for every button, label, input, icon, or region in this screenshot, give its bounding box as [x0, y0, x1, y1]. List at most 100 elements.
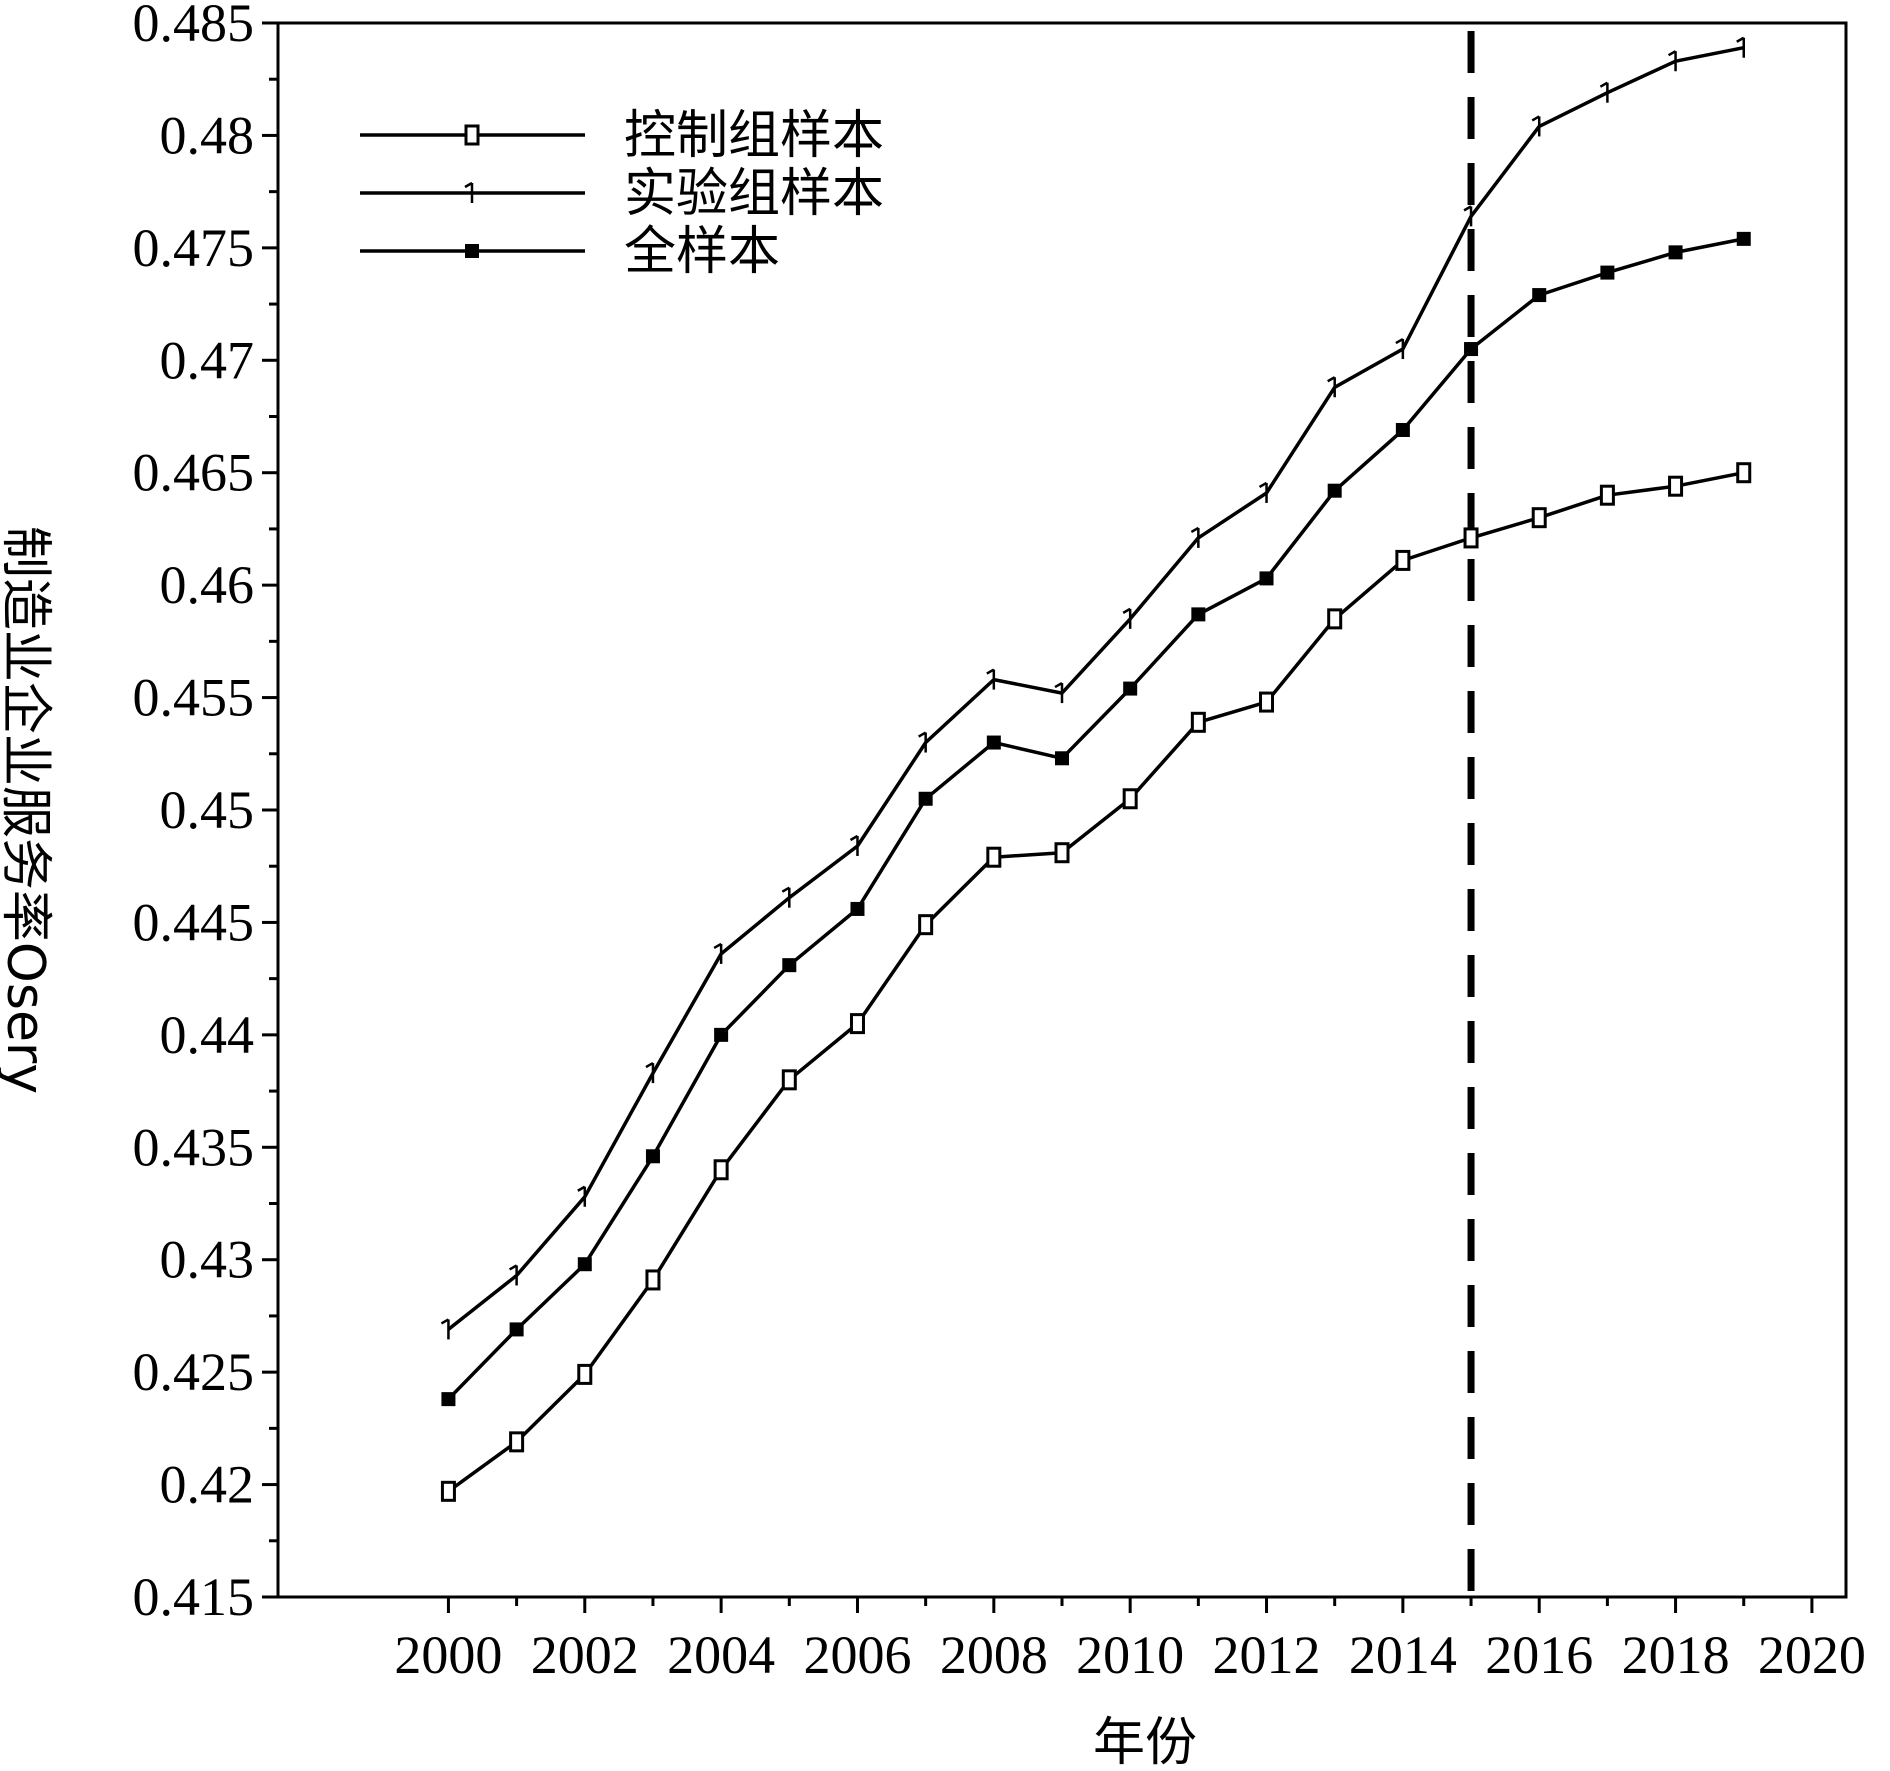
data-point-flag [440, 1318, 450, 1325]
data-point [1531, 115, 1541, 137]
series-markers [440, 36, 1752, 1502]
x-tick-label: 2006 [803, 1625, 911, 1685]
data-point [645, 1149, 660, 1164]
x-axis: 2000 2002 2004 2006 2008 2010 2012 2014 2016 2018… [394, 1597, 1866, 1685]
x-tick-label: 2000 [394, 1625, 502, 1685]
data-point [1054, 681, 1064, 704]
series-line-3 [447, 237, 1745, 1401]
data-point-flag [1736, 36, 1745, 43]
x-tick-label: 2014 [1349, 1625, 1457, 1685]
y-tick-label: 0.45 [160, 780, 255, 840]
data-point [1599, 484, 1615, 506]
data-point [714, 1027, 729, 1042]
y-tick-label: 0.44 [160, 1005, 255, 1065]
data-point [918, 791, 933, 806]
y-tick-label: 0.46 [160, 555, 255, 615]
data-point [1736, 231, 1751, 246]
data-point [1667, 50, 1677, 72]
data-point [1531, 507, 1547, 529]
legend-label: 控制组样本 [624, 106, 884, 166]
x-tick-label: 2002 [531, 1625, 639, 1685]
data-point-flag [1667, 50, 1677, 57]
data-point-flag [1190, 526, 1199, 534]
data-point-flag [781, 886, 790, 893]
data-point-flag [1599, 81, 1609, 88]
data-point [509, 1431, 525, 1453]
data-point [1122, 607, 1132, 629]
data-point-flag [849, 834, 859, 842]
y-tick-label: 0.48 [160, 105, 255, 165]
data-point-flag [713, 942, 722, 949]
data-point [1395, 549, 1411, 571]
data-point [508, 1264, 518, 1286]
data-point [850, 901, 865, 916]
data-point [918, 914, 934, 936]
data-point-flag [645, 1061, 654, 1069]
series-line-1 [447, 470, 1745, 1493]
data-point [1327, 376, 1336, 398]
data-point [1464, 342, 1479, 357]
data-point [986, 735, 1001, 750]
data-point [1600, 265, 1615, 280]
data-point [1736, 36, 1745, 58]
data-point [781, 886, 791, 908]
data-point [1395, 337, 1405, 360]
data-point [577, 1185, 587, 1207]
legend-label: 实验组样本 [624, 164, 884, 224]
series-line-2 [447, 45, 1745, 1331]
data-point [645, 1061, 655, 1084]
x-axis-title: 年份 [1093, 1713, 1197, 1771]
data-point [441, 1392, 456, 1407]
data-point [849, 834, 859, 856]
y-tick-label: 0.425 [133, 1342, 255, 1402]
data-point-flag [577, 1185, 586, 1192]
x-tick-label: 2012 [1213, 1625, 1321, 1685]
data-point [1599, 81, 1609, 103]
data-point-flag [986, 668, 995, 675]
data-point [781, 1069, 797, 1091]
data-point-flag [1531, 115, 1540, 122]
data-point [918, 731, 927, 753]
y-tick-label: 0.455 [133, 668, 255, 728]
x-tick-label: 2020 [1758, 1625, 1866, 1685]
data-point [464, 124, 480, 146]
data-point [1463, 527, 1479, 549]
x-tick-label: 2016 [1485, 1625, 1593, 1685]
y-tick-label: 0.485 [133, 0, 255, 53]
data-point [464, 181, 474, 203]
data-point [1532, 288, 1547, 303]
y-axis-title: 制造业企业服务率Osery [0, 526, 55, 1094]
data-point [1736, 462, 1752, 484]
y-tick-label: 0.475 [133, 218, 255, 278]
data-point-flag [918, 731, 927, 738]
y-tick-label: 0.465 [133, 443, 255, 503]
data-point-flag [1122, 607, 1131, 614]
data-point [1463, 205, 1473, 227]
data-point [1395, 422, 1410, 437]
data-point-flag [1258, 481, 1268, 489]
y-tick-label: 0.415 [133, 1567, 255, 1627]
data-point [1190, 526, 1200, 548]
data-point [1668, 475, 1684, 497]
data-point [1258, 481, 1268, 503]
data-point [577, 1363, 593, 1385]
data-point [440, 1480, 456, 1502]
data-point [1190, 711, 1206, 733]
data-point [713, 942, 723, 964]
data-point-flag [1463, 205, 1472, 212]
data-point [1327, 608, 1343, 630]
data-point [1668, 245, 1683, 260]
data-point-flag [464, 181, 473, 189]
data-point [713, 1159, 729, 1181]
y-axis: 0.415 0.42 0.425 0.43 0.435 0.44 0.445 0.45 0.45… [133, 0, 278, 1627]
y-tick-label: 0.43 [160, 1230, 255, 1290]
data-point-flag [1395, 337, 1404, 345]
y-tick-label: 0.435 [133, 1117, 255, 1177]
data-point [1327, 483, 1342, 498]
data-point [645, 1269, 661, 1291]
data-point [1259, 571, 1274, 586]
series-lines [447, 45, 1745, 1493]
data-point-flag [1327, 376, 1336, 383]
